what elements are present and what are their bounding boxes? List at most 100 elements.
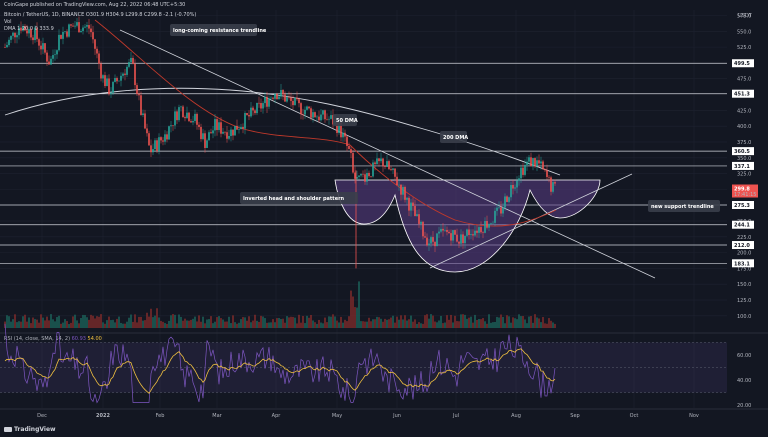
volume-bar xyxy=(84,315,86,328)
candle-body xyxy=(252,107,254,111)
rsi-label: RSI (14, close, SMA, 14, 2) 60.93 54.00 xyxy=(4,336,102,342)
time-tick-label: Aug xyxy=(511,413,521,419)
candle-body xyxy=(552,182,554,192)
volume-bar xyxy=(278,317,280,328)
candle-body xyxy=(158,137,160,151)
volume-label: Vol xyxy=(4,19,12,25)
level-badge xyxy=(732,259,754,268)
volume-bar xyxy=(44,320,46,328)
candle-body xyxy=(438,231,440,234)
candle-body xyxy=(78,22,80,33)
candle-body xyxy=(170,125,172,127)
candle-body xyxy=(500,207,502,214)
candle-body xyxy=(480,227,482,233)
volume-bar xyxy=(132,321,134,328)
candle-body xyxy=(24,26,26,31)
volume-bar xyxy=(28,317,30,328)
volume-bar xyxy=(448,319,450,328)
volume-bar xyxy=(468,317,470,328)
volume-bar xyxy=(178,314,180,328)
tradingview-logo[interactable]: TradingView xyxy=(4,426,56,433)
volume-bar xyxy=(54,321,56,328)
volume-bar xyxy=(108,316,110,328)
dma-200-line xyxy=(4,87,561,176)
candle-body xyxy=(130,57,132,63)
candle-body xyxy=(504,196,506,208)
volume-bar xyxy=(98,316,100,328)
annotation-label: 50 DMA xyxy=(336,118,358,124)
candle-body xyxy=(282,90,284,95)
volume-bar xyxy=(488,314,490,328)
volume-bar xyxy=(400,315,402,328)
volume-bar xyxy=(88,319,90,328)
volume-bar xyxy=(388,319,390,328)
candle-body xyxy=(52,55,54,59)
candle-body xyxy=(108,78,110,95)
volume-bar xyxy=(390,317,392,328)
volume-bar xyxy=(40,314,42,328)
last-price-badge xyxy=(732,184,758,198)
candle-body xyxy=(494,210,496,223)
candle-body xyxy=(204,133,206,148)
candle-body xyxy=(208,132,210,141)
volume-bar xyxy=(484,321,486,328)
volume-bar xyxy=(544,323,546,328)
volume-bar xyxy=(402,319,404,328)
volume-bar xyxy=(12,319,14,328)
candle-body xyxy=(144,113,146,129)
candle-body xyxy=(258,102,260,104)
volume-bar xyxy=(78,323,80,328)
price-tick-label: 100.0 xyxy=(737,314,751,320)
candle-body xyxy=(184,117,186,119)
candle-body xyxy=(220,122,222,134)
volume-bar xyxy=(138,316,140,328)
volume-bar xyxy=(90,314,92,328)
volume-bar xyxy=(16,322,18,328)
volume-bar xyxy=(214,321,216,328)
volume-bar xyxy=(442,323,444,328)
volume-bar xyxy=(436,322,438,328)
candle-body xyxy=(126,66,128,75)
candle-body xyxy=(174,111,176,126)
candle-body xyxy=(138,93,140,96)
volume-bar xyxy=(116,318,118,328)
volume-bar xyxy=(180,316,182,328)
publish-info: CoinGape published on TradingView.com, A… xyxy=(4,2,186,8)
candle-body xyxy=(274,93,276,99)
candle-body xyxy=(12,32,14,36)
candle-body xyxy=(270,97,272,99)
candle-body xyxy=(236,125,238,130)
candle-body xyxy=(330,115,332,119)
volume-bar xyxy=(18,321,20,328)
candle-body xyxy=(142,113,144,116)
candle-body xyxy=(498,207,500,209)
volume-bar xyxy=(38,322,40,328)
volume-bar xyxy=(146,312,148,328)
volume-bar xyxy=(424,315,426,328)
volume-bar xyxy=(80,317,82,328)
volume-bar xyxy=(372,319,374,328)
volume-bar xyxy=(384,318,386,328)
time-tick-label: Feb xyxy=(156,413,165,419)
candle-body xyxy=(446,229,448,232)
candle-body xyxy=(440,228,442,232)
candle-body xyxy=(116,78,118,82)
candle-body xyxy=(408,197,410,211)
candle-body xyxy=(354,172,356,179)
price-tick-label: 175.0 xyxy=(737,266,751,272)
candle-body xyxy=(4,47,6,48)
candle-body xyxy=(200,126,202,140)
volume-bar xyxy=(338,322,340,328)
volume-bar xyxy=(262,316,264,328)
volume-bar xyxy=(34,319,36,328)
symbol-info: Bitcoin / TetherUS, 1D, BINANCE O301.9 H… xyxy=(4,12,196,18)
candle-body xyxy=(102,75,104,79)
candle-body xyxy=(310,108,312,118)
candle-body xyxy=(318,116,320,121)
candle-body xyxy=(388,161,390,170)
candle-body xyxy=(418,214,420,224)
candle-body xyxy=(176,111,178,121)
candle-body xyxy=(104,75,106,87)
